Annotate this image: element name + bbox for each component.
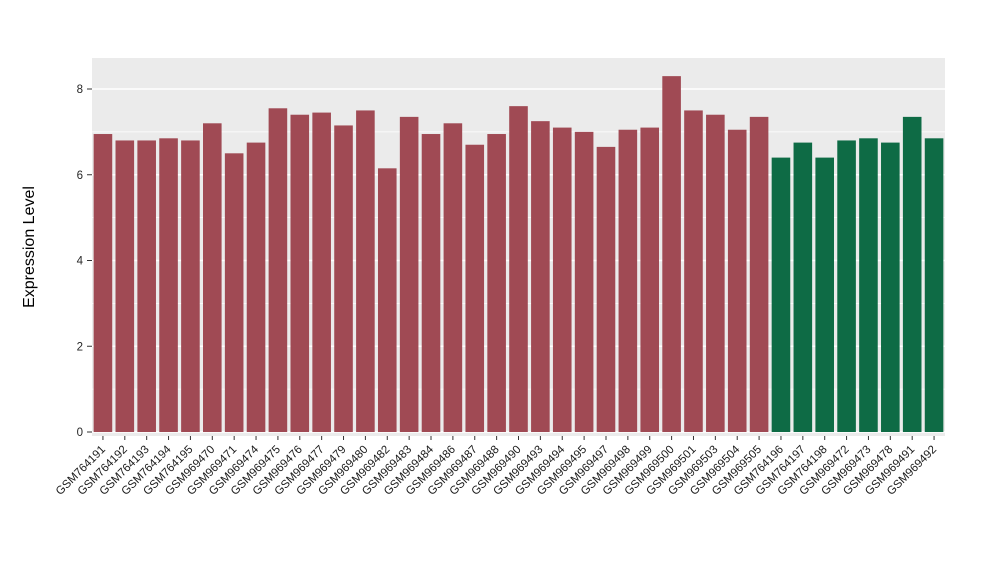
bar <box>377 168 397 432</box>
bar <box>684 110 703 432</box>
y-tick-label: 6 <box>77 170 83 182</box>
bar <box>727 129 747 432</box>
bar <box>902 116 922 433</box>
bar <box>268 108 288 432</box>
y-tick-label: 4 <box>77 256 84 268</box>
bar <box>640 127 660 433</box>
bar <box>356 110 375 432</box>
bar <box>181 140 200 432</box>
bar <box>115 140 135 432</box>
bar <box>421 134 441 433</box>
bar <box>290 114 310 432</box>
bar <box>618 129 638 432</box>
bar <box>224 153 244 432</box>
bar <box>312 112 331 433</box>
bar <box>749 116 769 433</box>
bar <box>159 138 178 432</box>
bar <box>443 123 463 433</box>
y-tick-label: 8 <box>77 84 83 96</box>
bar <box>399 116 419 433</box>
bar <box>202 123 222 433</box>
bar <box>487 134 506 433</box>
bar <box>881 142 900 432</box>
bar <box>465 144 485 433</box>
y-tick-label: 0 <box>77 427 83 439</box>
y-tick-label: 2 <box>77 341 83 353</box>
bar <box>771 157 791 432</box>
bar <box>924 138 944 432</box>
bar <box>859 138 878 432</box>
bar <box>93 134 113 433</box>
bar <box>574 131 594 432</box>
bar <box>246 142 266 432</box>
bar <box>531 121 550 432</box>
bar <box>596 146 616 432</box>
bar <box>706 114 725 432</box>
bar <box>837 140 856 432</box>
bar <box>815 157 835 432</box>
bar <box>509 106 528 433</box>
bar <box>552 127 572 433</box>
y-axis-title: Expression Level <box>21 186 38 308</box>
bar <box>334 125 353 432</box>
bar <box>137 140 156 432</box>
bar <box>793 142 813 432</box>
bar <box>662 76 681 432</box>
